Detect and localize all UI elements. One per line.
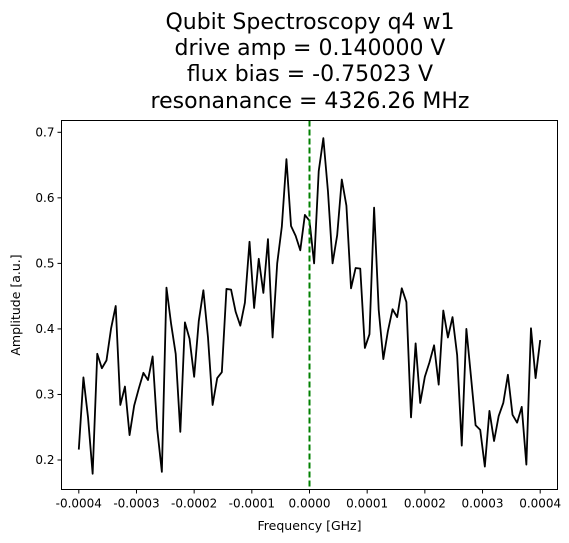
y-tick-label: 0.7 bbox=[35, 125, 54, 139]
title-line-2: drive amp = 0.140000 V bbox=[175, 36, 446, 61]
chart-title: Qubit Spectroscopy q4 w1 drive amp = 0.1… bbox=[151, 10, 470, 114]
y-tick-label: 0.3 bbox=[35, 387, 54, 401]
y-tick-label: 0.4 bbox=[35, 322, 54, 336]
x-tick-label: 0.0003 bbox=[462, 497, 504, 511]
x-axis-label: Frequency [GHz] bbox=[258, 518, 362, 533]
title-line-4: resonanance = 4326.26 MHz bbox=[151, 89, 470, 114]
title-line-1: Qubit Spectroscopy q4 w1 bbox=[165, 10, 454, 35]
x-tick-label: 0.0002 bbox=[404, 497, 446, 511]
y-tick-label: 0.2 bbox=[35, 453, 54, 467]
title-line-3: flux bias = -0.75023 V bbox=[187, 62, 433, 87]
y-axis-label: Amplitude [a.u.] bbox=[8, 254, 23, 355]
x-tick-label: 0.0004 bbox=[519, 497, 561, 511]
y-tick-label: 0.6 bbox=[35, 191, 54, 205]
y-tick-label: 0.5 bbox=[35, 256, 54, 270]
y-axis-ticks: 0.2 0.3 0.4 0.5 0.6 0.7 bbox=[35, 125, 62, 467]
x-tick-label: 0.0000 bbox=[289, 497, 331, 511]
plot-frame bbox=[61, 120, 558, 490]
x-tick-label: -0.0001 bbox=[229, 497, 275, 511]
x-tick-label: -0.0002 bbox=[171, 497, 217, 511]
x-axis-ticks: -0.0004 -0.0003 -0.0002 -0.0001 0.0000 0.0001… bbox=[56, 489, 561, 511]
x-tick-label: -0.0003 bbox=[113, 497, 159, 511]
x-tick-label: 0.0001 bbox=[346, 497, 388, 511]
x-tick-label: -0.0004 bbox=[56, 497, 102, 511]
